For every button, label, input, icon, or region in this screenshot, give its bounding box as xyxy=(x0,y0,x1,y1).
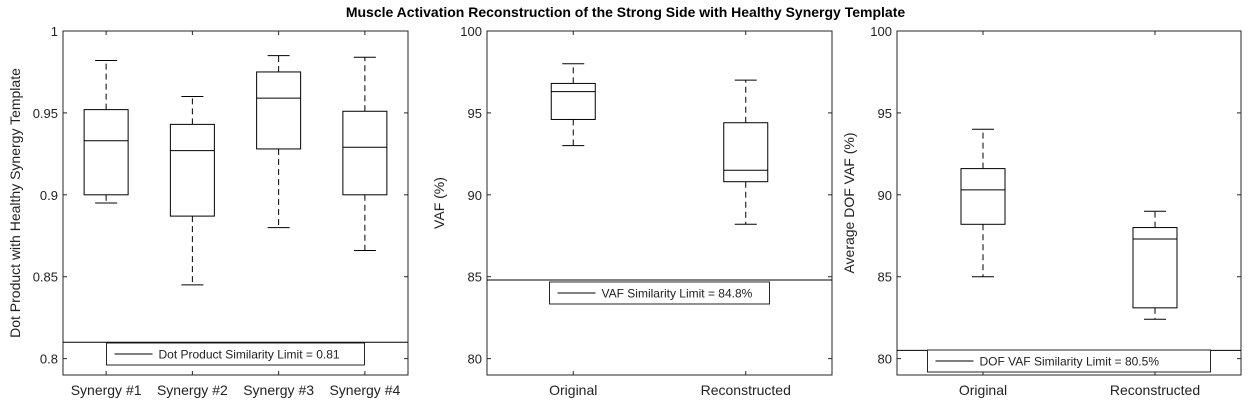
figure-title: Muscle Activation Reconstruction of the … xyxy=(345,4,906,20)
iqr-box xyxy=(960,168,1006,225)
y-tick-label: 90 xyxy=(878,188,892,203)
y-tick-label: 80 xyxy=(468,352,482,367)
x-tick-label: Synergy #2 xyxy=(157,382,228,398)
iqr-box xyxy=(342,110,388,196)
box-2 xyxy=(169,96,215,286)
box-3 xyxy=(256,55,302,229)
y-tick-label: 95 xyxy=(878,106,892,121)
legend-box xyxy=(549,281,770,305)
y-tick-label: 80 xyxy=(878,352,892,367)
y-tick-label: 100 xyxy=(460,24,482,39)
y-tick-label: 0.8 xyxy=(40,352,58,367)
x-tick-label: Original xyxy=(549,382,597,398)
legend-box xyxy=(106,342,365,366)
legend: DOF VAF Similarity Limit = 80.5% xyxy=(927,349,1211,373)
axes-frame xyxy=(896,30,1242,376)
y-tick-label: 0.9 xyxy=(40,188,58,203)
box-1 xyxy=(83,59,129,204)
iqr-box xyxy=(723,122,769,183)
panel-2: 80 85 90 95 100 Original Reconstructed VAF (%) V… xyxy=(431,24,833,398)
box-4 xyxy=(342,56,388,252)
y-tick-label: 100 xyxy=(870,24,892,39)
box-1 xyxy=(960,128,1006,278)
x-tick-label: Reconstructed xyxy=(1110,382,1200,398)
y-tick-label: 1 xyxy=(51,24,58,39)
legend-label: DOF VAF Similarity Limit = 80.5% xyxy=(980,355,1160,369)
y-axis-label: VAF (%) xyxy=(431,177,447,229)
axes-frame xyxy=(486,30,833,376)
y-tick-label: 95 xyxy=(468,106,482,121)
iqr-box xyxy=(83,109,129,196)
box-2 xyxy=(1132,210,1178,320)
y-axis-label: Dot Product with Healthy Synergy Templat… xyxy=(7,68,23,338)
x-tick-label: Reconstructed xyxy=(701,382,791,398)
y-tick-label: 85 xyxy=(878,270,892,285)
iqr-box xyxy=(169,123,215,217)
x-tick-label: Synergy #4 xyxy=(329,382,400,398)
legend: Dot Product Similarity Limit = 0.81 xyxy=(106,342,365,366)
y-tick-label: 0.85 xyxy=(33,270,58,285)
iqr-box xyxy=(1132,227,1178,309)
legend-label: VAF Similarity Limit = 84.8% xyxy=(602,286,753,300)
axes-frame xyxy=(62,30,409,376)
x-tick-label: Original xyxy=(959,382,1007,398)
y-axis-label: Average DOF VAF (%) xyxy=(841,132,857,273)
x-tick-label: Synergy #3 xyxy=(243,382,314,398)
legend: VAF Similarity Limit = 84.8% xyxy=(549,281,770,305)
iqr-box xyxy=(256,71,302,150)
iqr-box xyxy=(550,82,596,120)
box-2 xyxy=(723,79,769,225)
legend-box xyxy=(927,349,1211,373)
box-1 xyxy=(550,63,596,147)
y-tick-label: 90 xyxy=(468,188,482,203)
y-tick-label: 0.95 xyxy=(33,106,58,121)
panel-3: 80 85 90 95 100 Original Reconstructed Average … xyxy=(841,24,1242,398)
y-tick-label: 85 xyxy=(468,270,482,285)
legend-label: Dot Product Similarity Limit = 0.81 xyxy=(159,348,340,362)
x-tick-label: Synergy #1 xyxy=(71,382,142,398)
panel-1: 0.8 0.85 0.9 0.95 1 Synergy #1 Synergy #2 Syner… xyxy=(7,24,409,398)
